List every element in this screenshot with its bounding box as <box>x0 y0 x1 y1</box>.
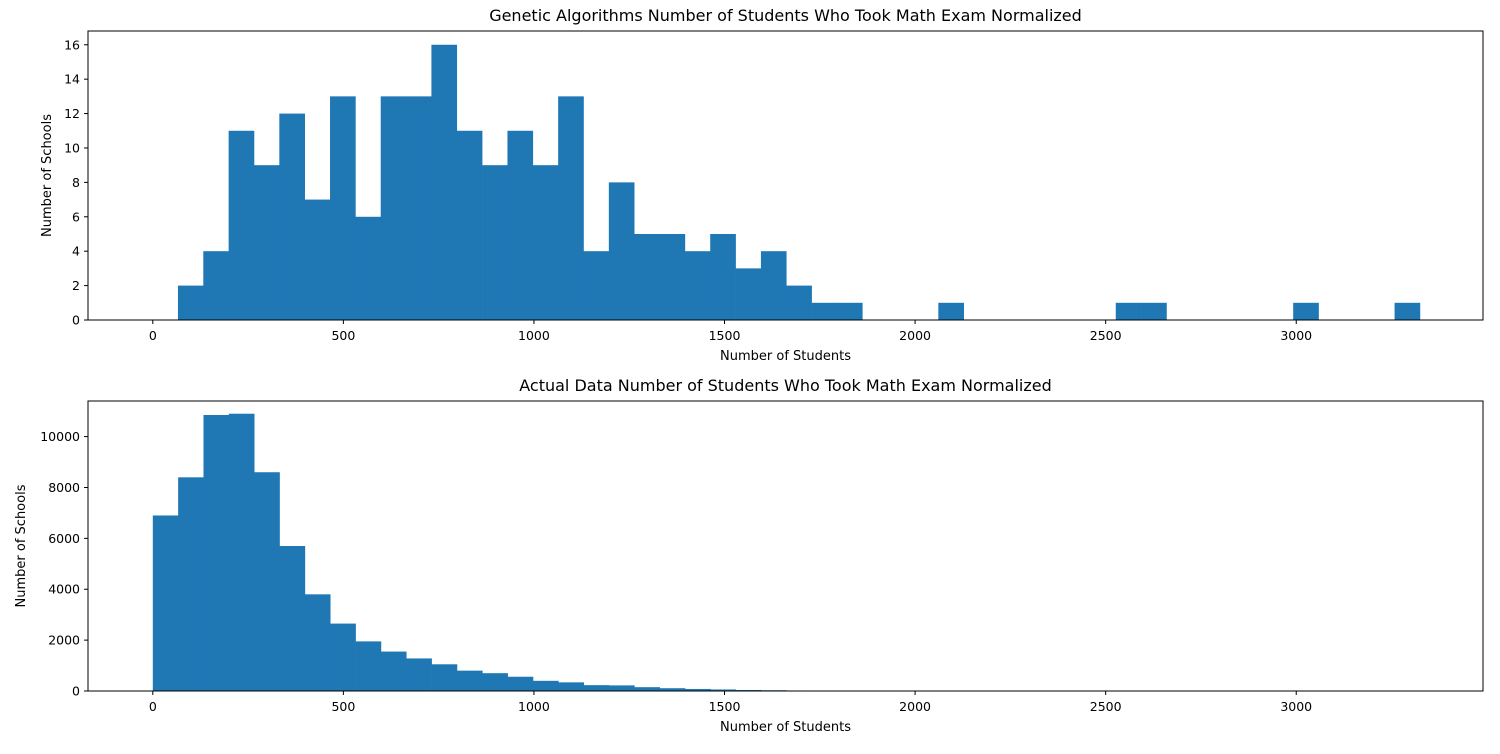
x-tick-label: 0 <box>149 699 157 714</box>
histogram-bar <box>761 251 787 320</box>
y-tick-label: 16 <box>64 37 80 52</box>
y-tick-label: 2000 <box>48 633 80 648</box>
histogram-bar <box>533 681 559 691</box>
histogram-bar <box>305 200 331 320</box>
x-tick-label: 0 <box>149 328 157 343</box>
x-tick-label: 1000 <box>518 699 550 714</box>
chart-title: Actual Data Number of Students Who Took … <box>519 376 1052 395</box>
histogram-bar <box>381 96 407 320</box>
histogram-bar <box>634 687 660 691</box>
histogram-bar <box>660 234 686 320</box>
histogram-bar <box>1116 303 1142 320</box>
histogram-bar <box>508 677 534 691</box>
x-tick-label: 1500 <box>709 328 741 343</box>
histogram-bar <box>634 234 660 320</box>
histogram-bar <box>507 131 533 320</box>
y-axis-label: Number of Schools <box>14 484 29 607</box>
histogram-bar <box>279 114 305 320</box>
histogram-bar <box>812 303 838 320</box>
x-tick-label: 500 <box>331 699 355 714</box>
y-tick-label: 14 <box>64 72 80 87</box>
histogram-bar <box>482 165 508 320</box>
y-tick-label: 6000 <box>48 531 80 546</box>
histogram-bar <box>406 96 432 320</box>
histogram-bar <box>406 658 432 691</box>
y-tick-label: 10 <box>64 140 80 155</box>
y-tick-label: 8 <box>72 175 80 190</box>
y-tick-label: 8000 <box>48 480 80 495</box>
y-tick-label: 0 <box>72 684 80 699</box>
histogram-bar <box>558 682 584 691</box>
y-axis-label: Number of Schools <box>40 114 55 237</box>
histogram-bar <box>153 515 179 691</box>
y-tick-label: 10000 <box>40 429 80 444</box>
histogram-bar <box>254 165 280 320</box>
histogram-bar <box>178 477 204 691</box>
subplot-2: 0 500 1000 1500 2000 2500 3000 0 2000 4000 6000 800… <box>14 376 1483 735</box>
histogram-bar <box>229 414 255 691</box>
histogram-bar <box>609 685 635 691</box>
histogram-bar <box>355 217 381 320</box>
histogram-bar <box>254 472 280 691</box>
y-tick-label: 6 <box>72 209 80 224</box>
histogram-bar <box>432 664 458 691</box>
histogram-bar <box>431 45 457 320</box>
x-tick-label: 2500 <box>1090 699 1122 714</box>
x-axis-label: Number of Students <box>720 720 851 735</box>
bar-group <box>153 414 863 691</box>
histogram-bar <box>938 303 964 320</box>
x-tick-label: 1500 <box>709 699 741 714</box>
histogram-bar <box>330 624 356 691</box>
histogram-bar <box>178 286 204 320</box>
histogram-bar <box>229 131 255 320</box>
histogram-bar <box>736 268 762 320</box>
y-tick-label: 2 <box>72 278 80 293</box>
x-tick-label: 2000 <box>899 328 931 343</box>
histogram-bar <box>533 165 559 320</box>
histogram-bar <box>584 685 610 691</box>
histogram-bar <box>482 673 508 691</box>
histogram-bar <box>203 415 229 691</box>
x-axis-label: Number of Students <box>720 349 851 364</box>
histogram-bar <box>710 234 736 320</box>
histogram-bar <box>356 641 382 691</box>
x-tick-label: 500 <box>331 328 355 343</box>
chart-title: Genetic Algorithms Number of Students Wh… <box>489 6 1082 25</box>
y-tick-label: 4000 <box>48 582 80 597</box>
y-tick-label: 12 <box>64 106 80 121</box>
y-tick-label: 4 <box>72 244 80 259</box>
x-tick-label: 3000 <box>1280 328 1312 343</box>
histogram-bar <box>1141 303 1167 320</box>
subplot-1: 0 500 1000 1500 2000 2500 3000 0 2 4 6 8 10 12 14 16 Gen… <box>40 6 1483 364</box>
bar-group <box>178 45 1420 320</box>
x-tick-label: 3000 <box>1280 699 1312 714</box>
histogram-bar <box>685 251 711 320</box>
histogram-bar <box>583 251 609 320</box>
histogram-bar <box>203 251 229 320</box>
histogram-bar <box>1395 303 1421 320</box>
histogram-bar <box>330 96 356 320</box>
y-tick-label: 0 <box>72 313 80 328</box>
histogram-bar <box>786 286 812 320</box>
histogram-bar <box>837 303 863 320</box>
x-tick-label: 2000 <box>899 699 931 714</box>
x-tick-label: 1000 <box>518 328 550 343</box>
histogram-bar <box>381 652 407 691</box>
histogram-bar <box>1293 303 1319 320</box>
histogram-bar <box>305 594 331 691</box>
histogram-bar <box>280 546 306 691</box>
histogram-bar <box>457 671 483 691</box>
histogram-bar <box>558 96 584 320</box>
histogram-bar <box>609 182 635 320</box>
x-tick-label: 2500 <box>1090 328 1122 343</box>
histogram-bar <box>457 131 483 320</box>
